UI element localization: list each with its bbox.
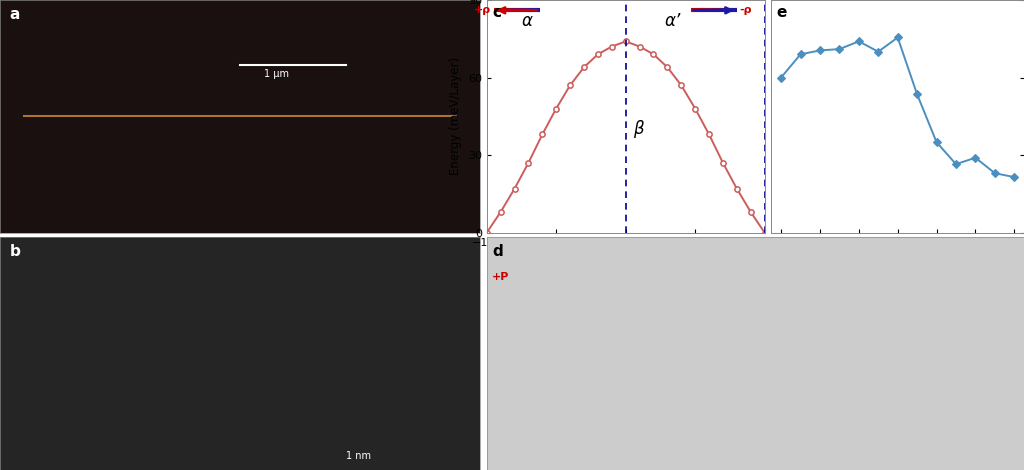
Text: +ρ: +ρ xyxy=(474,5,490,16)
Text: α: α xyxy=(521,12,532,30)
Text: β: β xyxy=(633,120,643,139)
Text: +P: +P xyxy=(493,272,510,282)
Text: -ρ: -ρ xyxy=(739,5,752,16)
X-axis label: Displacement (%): Displacement (%) xyxy=(573,253,679,266)
Text: 1 nm: 1 nm xyxy=(345,451,371,461)
Text: b: b xyxy=(9,244,20,259)
Text: a: a xyxy=(9,7,20,22)
Y-axis label: Energy (meV/Layer): Energy (meV/Layer) xyxy=(450,57,462,175)
Text: α’: α’ xyxy=(665,12,681,30)
X-axis label: Number of Layers (n): Number of Layers (n) xyxy=(835,253,961,266)
Text: 1 μm: 1 μm xyxy=(264,70,289,79)
Text: c: c xyxy=(493,5,502,20)
Text: e: e xyxy=(776,5,786,20)
Text: d: d xyxy=(493,244,503,259)
